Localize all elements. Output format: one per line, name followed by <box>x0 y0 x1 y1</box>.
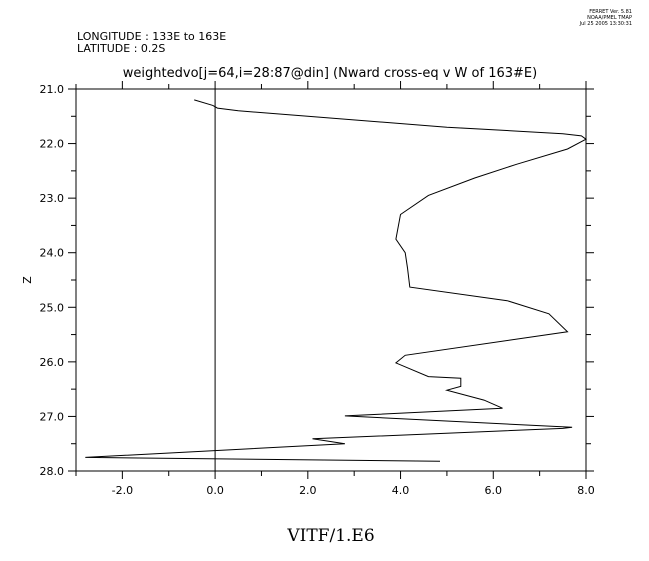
y-tick-label: 21.0 <box>40 83 65 96</box>
series-line <box>85 99 587 462</box>
y-tick-label: 23.0 <box>40 192 65 205</box>
ferret-org-stamp: NOAA/PMEL TMAP <box>587 15 632 21</box>
ferret-version-stamp: FERRET Ver. 5.81 <box>589 9 632 15</box>
y-tick-label: 25.0 <box>40 301 65 314</box>
x-axis: -2.0 0.0 2.0 4.0 6.0 8.0 <box>75 81 595 497</box>
x-tick-label: 6.0 <box>485 484 503 497</box>
x-tick-label: 0.0 <box>206 484 224 497</box>
longitude-label: LONGITUDE : 133E to 163E <box>77 30 226 43</box>
y-axis: 21.0 22.0 23.0 24.0 25.0 26.0 27.0 28.0 <box>40 83 594 478</box>
y-tick-label: 28.0 <box>40 465 65 478</box>
x-axis-label: VITF/1.E6 <box>286 526 374 546</box>
y-tick-label: 24.0 <box>40 247 65 260</box>
y-tick-label: 26.0 <box>40 356 65 369</box>
latitude-label: LATITUDE : 0.2S <box>77 42 165 55</box>
y-axis-label: Z <box>21 276 34 284</box>
x-tick-label: 2.0 <box>299 484 317 497</box>
y-tick-label: 27.0 <box>40 410 65 423</box>
x-tick-label: 4.0 <box>392 484 410 497</box>
chart-title: weightedvo[j=64,i=28:87@din] (Nward cros… <box>123 66 537 81</box>
y-tick-label: 22.0 <box>40 138 65 151</box>
series-points <box>84 99 587 462</box>
x-tick-label: 8.0 <box>577 484 595 497</box>
ferret-date-stamp: Jul 25 2005 13:30:31 <box>579 21 632 27</box>
plot-frame <box>75 88 587 472</box>
x-tick-label: -2.0 <box>112 484 133 497</box>
